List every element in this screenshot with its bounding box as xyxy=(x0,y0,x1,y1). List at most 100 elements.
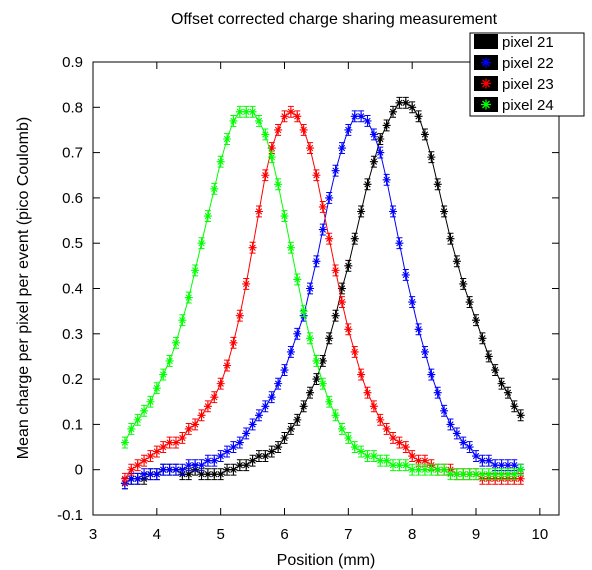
data-point xyxy=(254,207,263,216)
y-tick-label: 0.2 xyxy=(62,371,83,388)
data-point xyxy=(248,107,257,116)
data-point xyxy=(159,370,168,379)
data-point xyxy=(331,266,340,275)
plot-area: 3 4 5 6 7 8 9 10 -0.1 0 0.1 0.2 0.3 0.4 0.5 0.6 0.7 0.8 0… xyxy=(57,54,560,543)
data-point xyxy=(344,433,353,442)
data-point xyxy=(503,461,512,470)
data-point xyxy=(146,397,155,406)
data-point xyxy=(312,257,321,266)
data-point xyxy=(350,112,359,121)
data-point xyxy=(254,452,263,461)
data-point xyxy=(446,420,455,429)
data-point xyxy=(178,465,187,474)
data-point xyxy=(433,388,442,397)
data-point xyxy=(306,388,315,397)
legend: pixel 21 pixel 22 pixel 23 pixel 24 xyxy=(469,32,585,117)
data-point xyxy=(357,207,366,216)
data-point xyxy=(120,438,129,447)
data-point xyxy=(459,438,468,447)
data-point xyxy=(427,370,436,379)
data-point xyxy=(152,384,161,393)
data-point xyxy=(261,402,270,411)
data-point xyxy=(325,334,334,343)
data-point xyxy=(465,298,474,307)
data-point xyxy=(491,470,500,479)
data-point xyxy=(184,424,193,433)
data-point xyxy=(472,452,481,461)
data-point xyxy=(382,121,391,130)
data-point xyxy=(389,461,398,470)
legend-marker xyxy=(481,99,491,110)
series-pixel-21 xyxy=(120,96,525,490)
data-point xyxy=(350,347,359,356)
data-point xyxy=(452,257,461,266)
data-point xyxy=(171,338,180,347)
data-point xyxy=(235,438,244,447)
data-point xyxy=(159,443,168,452)
data-point xyxy=(497,470,506,479)
data-point xyxy=(395,239,404,248)
y-tick-label: 0.5 xyxy=(62,235,83,252)
legend-marker xyxy=(481,78,491,89)
data-point xyxy=(510,402,519,411)
data-point xyxy=(337,298,346,307)
data-point xyxy=(140,470,149,479)
data-point xyxy=(440,207,449,216)
data-point xyxy=(152,447,161,456)
data-point xyxy=(197,461,206,470)
data-point xyxy=(120,474,129,483)
data-point xyxy=(171,438,180,447)
legend-marker xyxy=(481,36,491,47)
data-point xyxy=(408,465,417,474)
data-point xyxy=(306,334,315,343)
data-point xyxy=(286,107,295,116)
data-point xyxy=(325,193,334,202)
y-tick-label: 0.4 xyxy=(62,281,83,298)
data-point xyxy=(235,461,244,470)
data-point xyxy=(203,212,212,221)
data-point xyxy=(459,470,468,479)
data-point xyxy=(242,279,251,288)
data-point xyxy=(235,107,244,116)
data-point xyxy=(401,270,410,279)
data-point xyxy=(191,420,200,429)
data-point xyxy=(363,388,372,397)
data-point xyxy=(408,103,417,112)
data-point xyxy=(331,166,340,175)
data-point xyxy=(389,433,398,442)
data-point xyxy=(242,107,251,116)
data-point xyxy=(293,415,302,424)
data-point xyxy=(178,433,187,442)
data-point xyxy=(229,443,238,452)
data-point xyxy=(401,443,410,452)
data-point xyxy=(254,411,263,420)
y-tick-label: 0.6 xyxy=(62,190,83,207)
data-point xyxy=(369,157,378,166)
data-point xyxy=(223,135,232,144)
data-point xyxy=(133,415,142,424)
x-tick-label: 10 xyxy=(532,526,549,543)
data-point xyxy=(286,424,295,433)
data-point xyxy=(414,465,423,474)
series-pixel-23 xyxy=(120,105,525,485)
y-axis-label: Mean charge per pixel per event (pico Co… xyxy=(15,117,32,459)
data-point xyxy=(133,474,142,483)
x-tick-label: 3 xyxy=(89,526,97,543)
y-tick-label: 0.1 xyxy=(62,416,83,433)
data-point xyxy=(491,461,500,470)
data-point xyxy=(216,379,225,388)
y-tick-label: 0.8 xyxy=(62,99,83,116)
data-point xyxy=(440,465,449,474)
data-point xyxy=(229,338,238,347)
data-point xyxy=(497,379,506,388)
x-tick-label: 9 xyxy=(472,526,480,543)
chart-title: Offset corrected charge sharing measurem… xyxy=(171,11,498,28)
data-point xyxy=(484,352,493,361)
data-point xyxy=(299,307,308,316)
data-point xyxy=(312,375,321,384)
x-axis-label: Position (mm) xyxy=(277,552,376,569)
y-tick-label: 0.9 xyxy=(62,54,83,71)
data-point xyxy=(465,470,474,479)
data-point xyxy=(191,266,200,275)
data-point xyxy=(248,243,257,252)
